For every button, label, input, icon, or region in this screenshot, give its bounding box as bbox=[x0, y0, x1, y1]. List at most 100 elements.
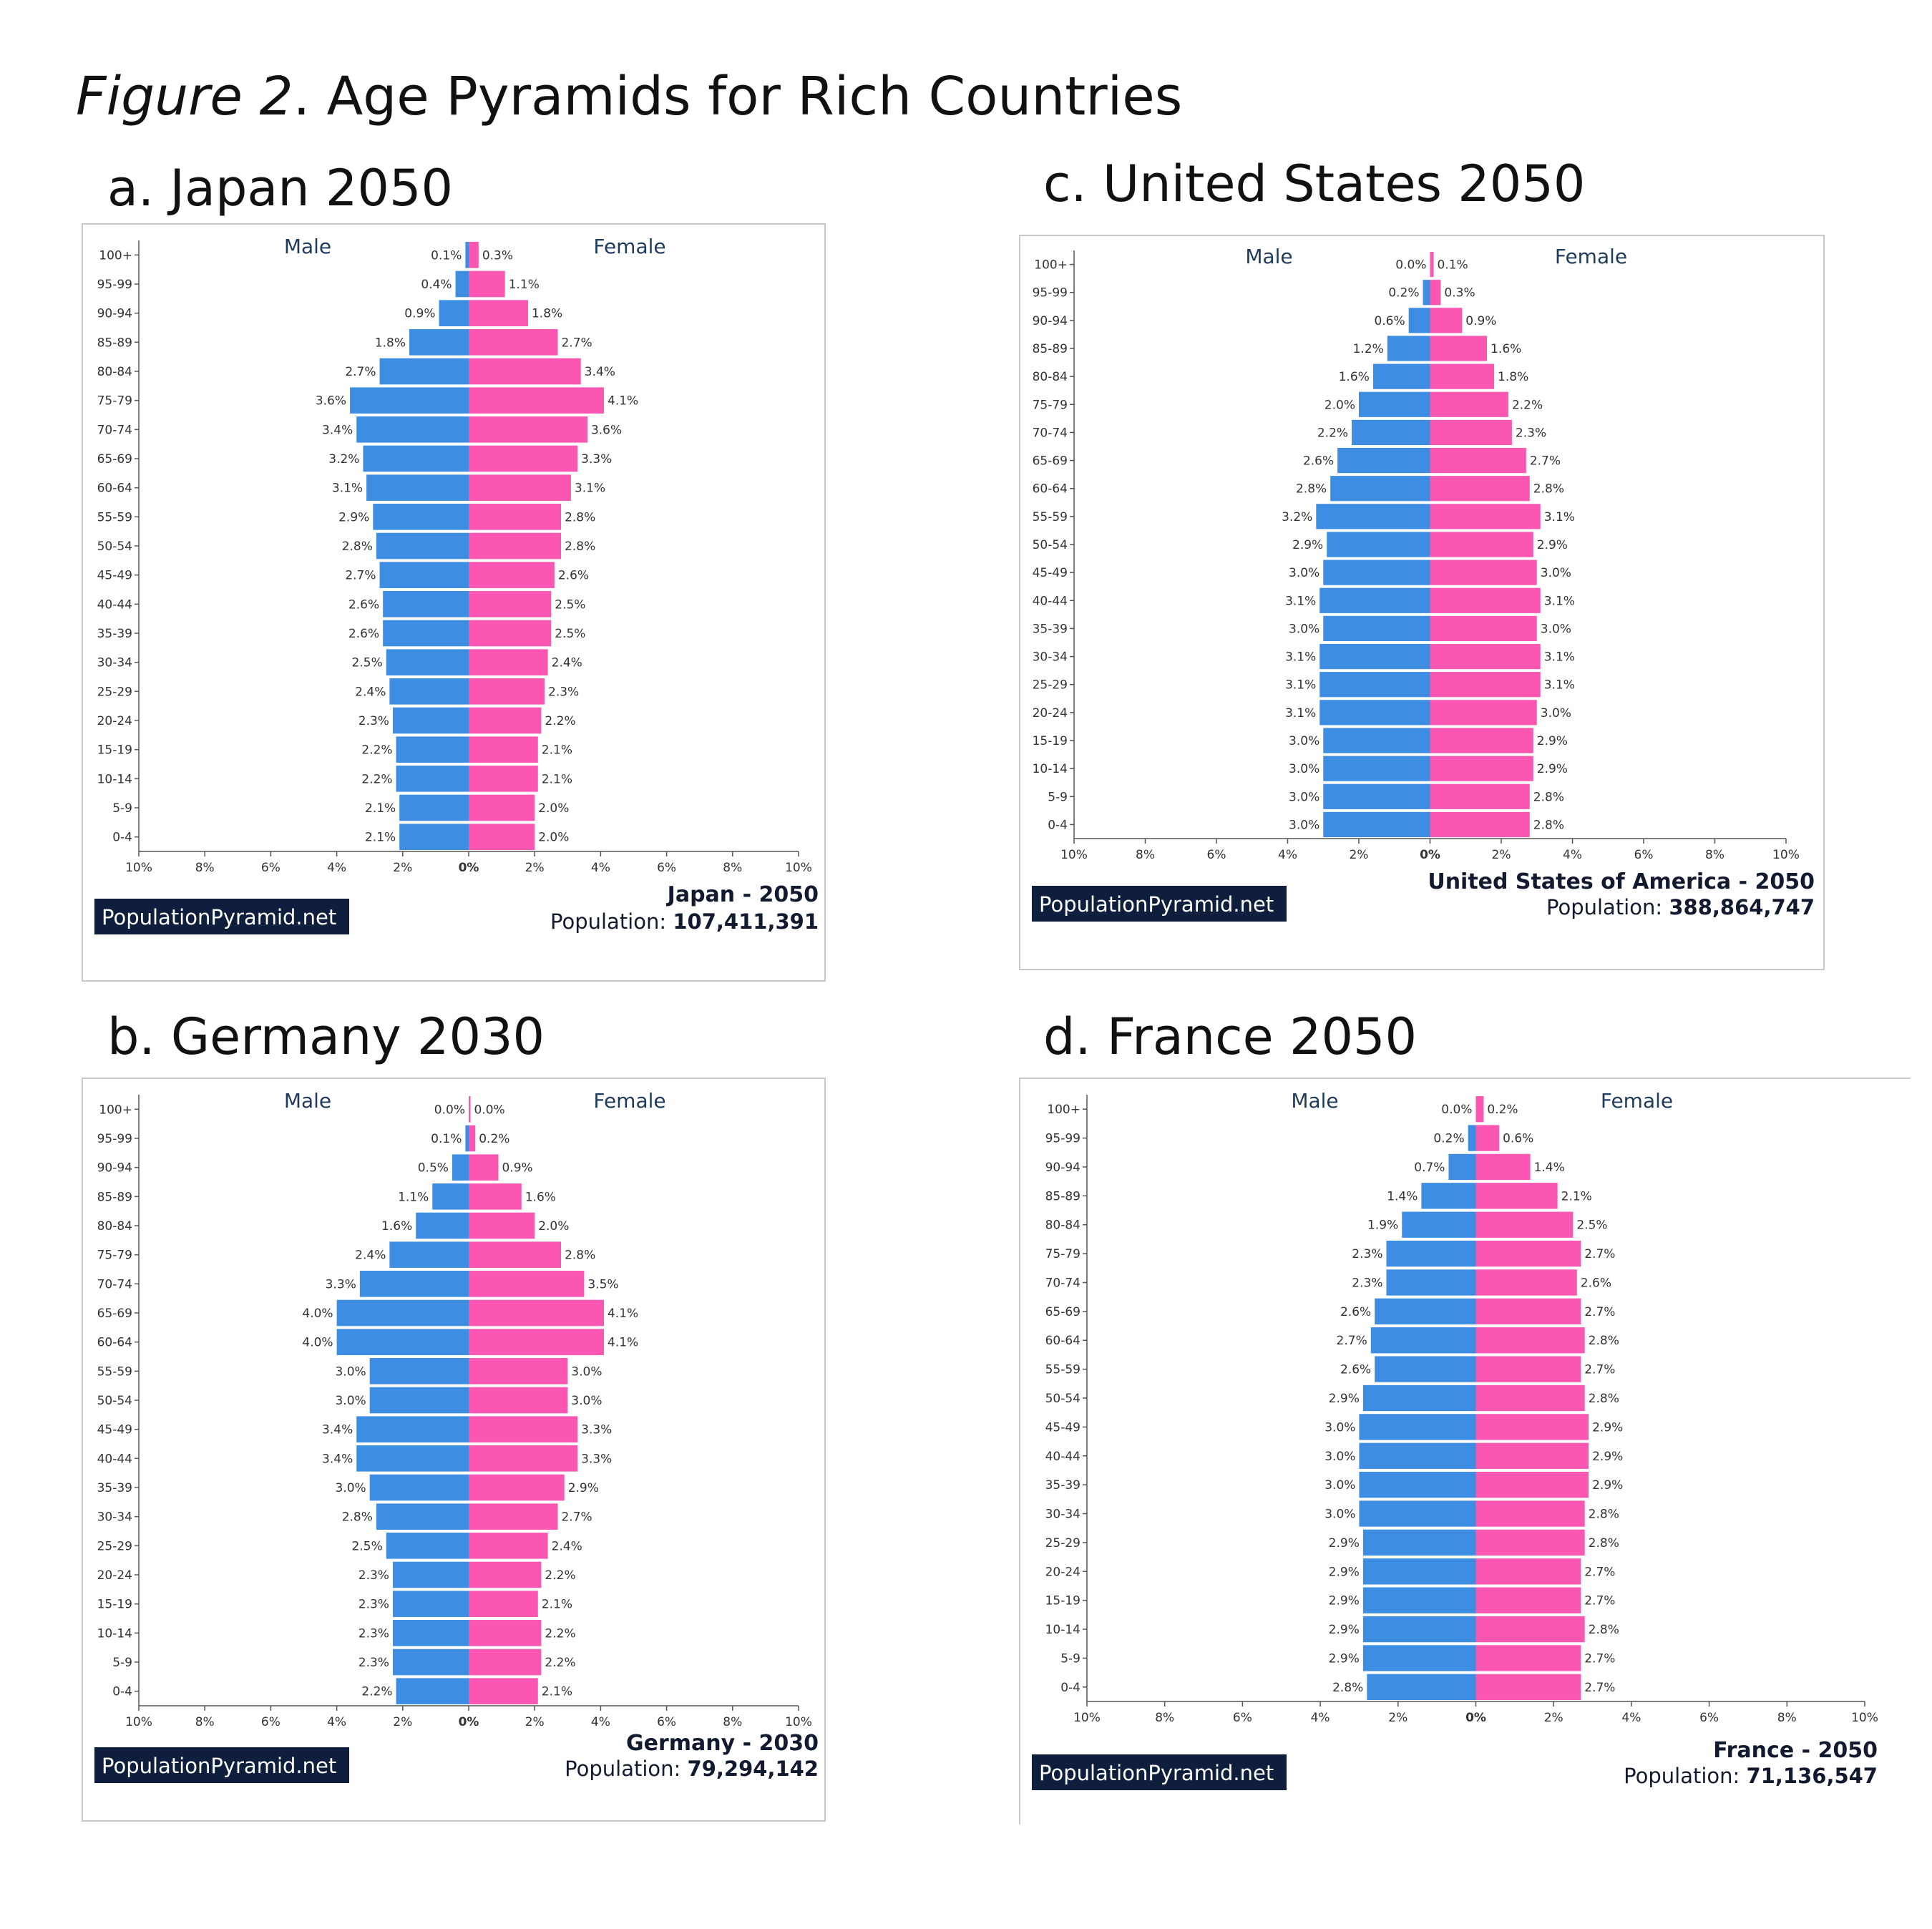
population-pyramid-logo: PopulationPyramid.net bbox=[1032, 886, 1287, 922]
male-bar bbox=[1362, 1645, 1476, 1671]
male-bar bbox=[376, 532, 469, 560]
population-line: Population: 79,294,142 bbox=[565, 1757, 819, 1781]
x-tick-label: 2% bbox=[393, 861, 412, 875]
male-value-label: 2.6% bbox=[1303, 454, 1334, 469]
female-value-label: 2.1% bbox=[542, 1685, 572, 1699]
female-bar bbox=[1475, 1414, 1589, 1440]
male-value-label: 3.0% bbox=[1289, 566, 1319, 580]
female-value-label: 2.9% bbox=[568, 1481, 599, 1495]
x-tick-label: 8% bbox=[1705, 848, 1724, 862]
female-bar bbox=[469, 1183, 522, 1210]
female-value-label: 2.5% bbox=[555, 627, 585, 641]
age-group-label: 20-24 bbox=[97, 714, 132, 728]
male-bar bbox=[392, 1649, 469, 1676]
age-group-label: 25-29 bbox=[97, 685, 132, 699]
male-value-label: 2.6% bbox=[348, 597, 379, 612]
female-bar bbox=[1430, 447, 1526, 474]
female-value-label: 0.2% bbox=[479, 1132, 509, 1146]
male-bar bbox=[399, 794, 469, 821]
male-value-label: 2.6% bbox=[1340, 1363, 1371, 1377]
male-bar bbox=[389, 678, 469, 705]
male-bar bbox=[1375, 1298, 1476, 1325]
x-tick-label: 10% bbox=[1851, 1711, 1878, 1725]
female-bar bbox=[1430, 532, 1533, 557]
male-bar bbox=[392, 1561, 469, 1588]
female-header: Female bbox=[1555, 245, 1627, 268]
age-group-label: 50-54 bbox=[97, 539, 132, 554]
male-value-label: 2.2% bbox=[1317, 426, 1348, 440]
female-bar bbox=[469, 1445, 578, 1472]
male-bar bbox=[1386, 1269, 1476, 1296]
male-value-label: 3.1% bbox=[332, 482, 363, 496]
male-bar bbox=[1323, 783, 1430, 809]
male-value-label: 3.0% bbox=[1289, 762, 1319, 776]
female-value-label: 2.1% bbox=[542, 1598, 572, 1612]
female-bar bbox=[1430, 419, 1512, 446]
age-group-label: 5-9 bbox=[112, 801, 132, 816]
age-group-label: 55-59 bbox=[97, 510, 132, 524]
male-value-label: 2.6% bbox=[1340, 1305, 1371, 1319]
male-bar bbox=[392, 707, 469, 734]
male-bar bbox=[396, 766, 469, 792]
age-group-label: 15-19 bbox=[1033, 734, 1068, 748]
female-bar bbox=[469, 242, 479, 268]
female-value-label: 2.8% bbox=[1533, 790, 1564, 804]
female-bar bbox=[469, 532, 562, 560]
female-bar bbox=[1430, 391, 1508, 417]
male-value-label: 3.0% bbox=[1289, 622, 1319, 636]
female-bar bbox=[1475, 1529, 1585, 1556]
male-bar bbox=[1468, 1125, 1476, 1151]
male-bar bbox=[389, 1241, 469, 1268]
female-value-label: 2.7% bbox=[561, 336, 592, 350]
age-group-label: 65-69 bbox=[1033, 454, 1068, 469]
male-bar bbox=[1421, 1183, 1476, 1209]
male-value-label: 2.3% bbox=[358, 714, 389, 728]
age-group-label: 60-64 bbox=[97, 482, 132, 496]
x-tick-label: 0% bbox=[459, 861, 479, 875]
female-bar bbox=[1430, 615, 1537, 642]
male-bar bbox=[1362, 1587, 1476, 1613]
age-group-label: 80-84 bbox=[1045, 1219, 1080, 1233]
age-group-label: 5-9 bbox=[1060, 1651, 1080, 1666]
age-group-label: 75-79 bbox=[1045, 1247, 1080, 1261]
female-value-label: 1.1% bbox=[509, 278, 540, 292]
male-bar bbox=[392, 1591, 469, 1617]
x-tick-label: 8% bbox=[1155, 1711, 1174, 1725]
female-bar bbox=[1430, 251, 1434, 278]
female-value-label: 0.0% bbox=[474, 1103, 505, 1117]
population-pyramid-logo: PopulationPyramid.net bbox=[94, 1747, 349, 1783]
x-tick-label: 2% bbox=[525, 1715, 545, 1729]
age-group-label: 100+ bbox=[1047, 1103, 1080, 1117]
female-value-label: 3.1% bbox=[1544, 650, 1575, 665]
male-value-label: 2.9% bbox=[1329, 1392, 1360, 1406]
male-bar bbox=[1370, 1327, 1476, 1354]
female-value-label: 3.3% bbox=[581, 1452, 612, 1466]
female-value-label: 3.5% bbox=[587, 1277, 618, 1291]
age-group-label: 10-14 bbox=[97, 1626, 132, 1641]
male-bar bbox=[1330, 476, 1430, 502]
male-bar bbox=[336, 1299, 469, 1327]
x-tick-label: 4% bbox=[1563, 848, 1582, 862]
male-value-label: 3.1% bbox=[1285, 594, 1316, 608]
female-value-label: 0.3% bbox=[482, 248, 513, 263]
age-group-label: 100+ bbox=[99, 1103, 132, 1117]
age-group-label: 65-69 bbox=[1045, 1305, 1080, 1319]
x-tick-label: 2% bbox=[1544, 1711, 1563, 1725]
female-bar bbox=[469, 1561, 542, 1588]
male-bar bbox=[1319, 643, 1430, 670]
female-bar bbox=[1475, 1442, 1589, 1469]
x-tick-label: 0% bbox=[1465, 1711, 1486, 1725]
age-group-label: 90-94 bbox=[97, 1161, 132, 1176]
male-bar bbox=[465, 242, 469, 268]
x-tick-label: 0% bbox=[459, 1715, 479, 1729]
male-bar bbox=[1362, 1616, 1476, 1643]
male-bar bbox=[1319, 672, 1430, 698]
male-value-label: 2.5% bbox=[352, 656, 383, 670]
male-value-label: 2.8% bbox=[342, 539, 373, 554]
male-bar bbox=[1448, 1153, 1476, 1181]
age-group-label: 65-69 bbox=[97, 1307, 132, 1321]
age-group-label: 40-44 bbox=[1033, 594, 1068, 608]
age-group-label: 20-24 bbox=[97, 1568, 132, 1583]
female-value-label: 2.1% bbox=[542, 743, 572, 758]
female-value-label: 0.9% bbox=[1465, 314, 1496, 328]
